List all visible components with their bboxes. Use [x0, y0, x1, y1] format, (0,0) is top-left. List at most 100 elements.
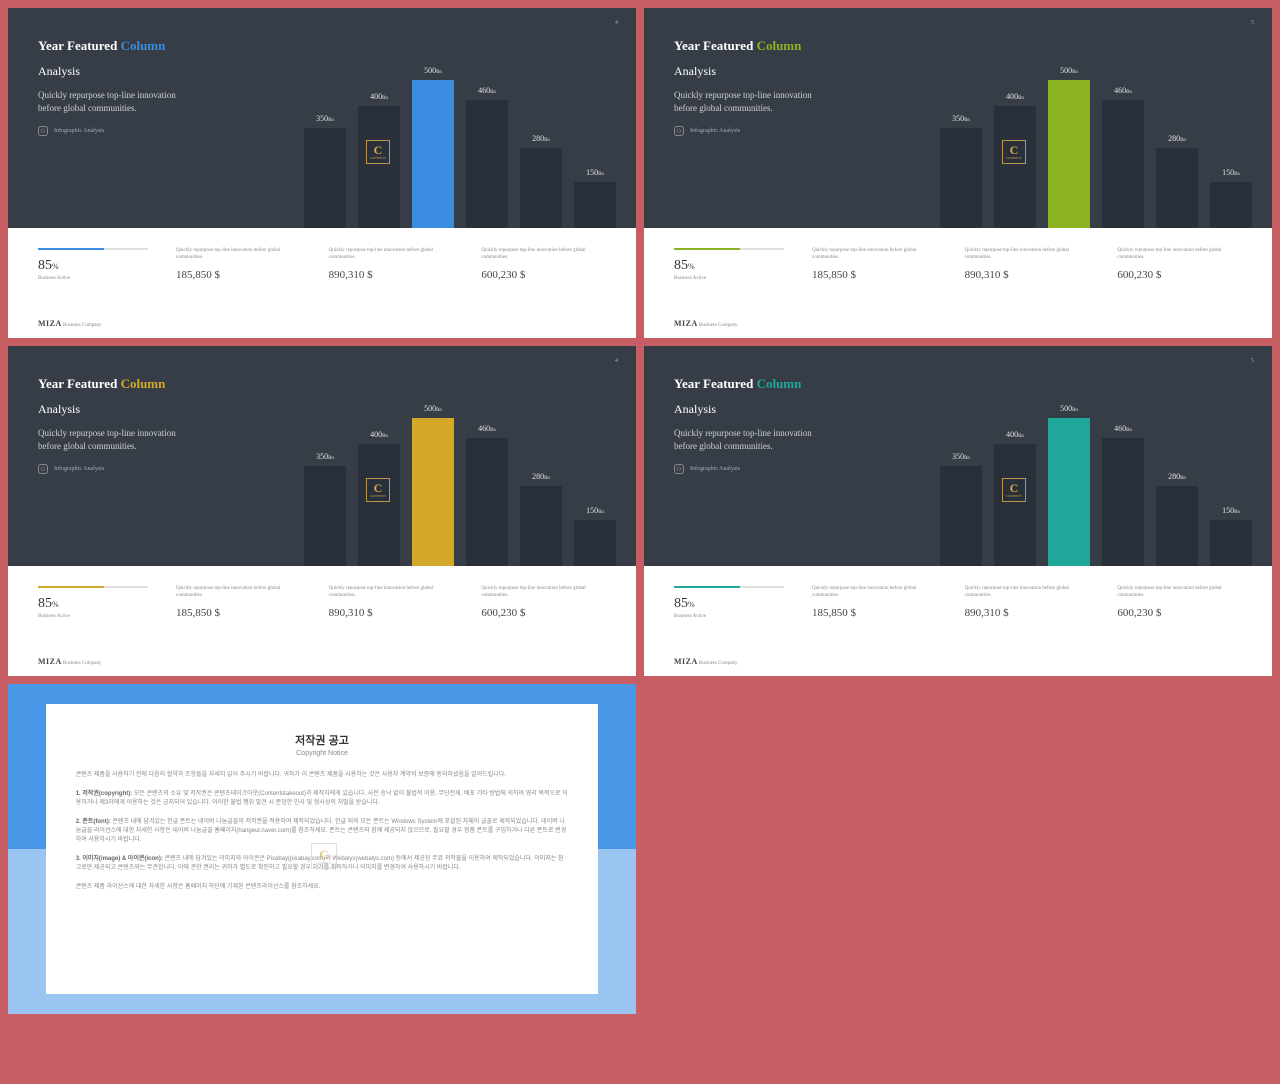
bar-label: 460Bn: [1114, 424, 1132, 433]
stat-column: Quickly repurpose top-line innovation be…: [481, 586, 606, 619]
stat-desc: Quickly repurpose top-line innovation be…: [176, 586, 301, 599]
slide-subtitle: Analysis: [38, 402, 616, 417]
bar-label: 500Bn: [424, 66, 442, 75]
stat-value: 890,310 $: [965, 607, 1090, 619]
stat-value: 890,310 $: [329, 269, 454, 281]
bar: [304, 128, 346, 228]
percent-block: 85%Business Active: [38, 586, 148, 619]
slide-description: Quickly repurpose top-line innovation be…: [674, 427, 814, 452]
bar-chart: 350Bn400Bn500Bn460Bn280Bn150BnCCONTENTS: [304, 418, 616, 566]
stat-column: Quickly repurpose top-line innovation be…: [965, 586, 1090, 619]
copyright-panel: 저작권 공고Copyright Notice콘텐츠 제품을 사용하기 전에 다음…: [46, 704, 599, 994]
stats-row: 85%Business ActiveQuickly repurpose top-…: [38, 248, 606, 281]
stat-column: Quickly repurpose top-line innovation be…: [329, 586, 454, 619]
chart-slide: 4Year Featured ColumnAnalysisQuickly rep…: [8, 8, 636, 338]
bar-wrap: 460Bn: [466, 100, 508, 228]
brand-badge: CCONTENTS: [366, 478, 390, 502]
bar-label: 350Bn: [316, 452, 334, 461]
bar-wrap: 350Bn: [304, 128, 346, 228]
slide-subtitle: Analysis: [674, 402, 1252, 417]
slide-title: Year Featured Column: [38, 376, 616, 392]
bar-wrap: 150Bn: [1210, 520, 1252, 566]
bar-label: 150Bn: [1222, 168, 1240, 177]
slide-description: Quickly repurpose top-line innovation be…: [674, 89, 814, 114]
bar-label: 400Bn: [370, 430, 388, 439]
bar-label: 150Bn: [1222, 506, 1240, 515]
stat-desc: Quickly repurpose top-line innovation be…: [1117, 586, 1242, 599]
slide-light-region: 85%Business ActiveQuickly repurpose top-…: [8, 228, 636, 338]
slide-number: 5: [1251, 358, 1254, 364]
bar-wrap: 500Bn: [1048, 80, 1090, 228]
stat-value: 890,310 $: [329, 607, 454, 619]
percent-label: Business Active: [38, 614, 148, 619]
stat-column: Quickly repurpose top-line innovation be…: [481, 248, 606, 281]
percent-value: 85%: [674, 258, 784, 274]
stat-column: Quickly repurpose top-line innovation be…: [1117, 586, 1242, 619]
bar: [574, 182, 616, 228]
stat-desc: Quickly repurpose top-line innovation be…: [329, 248, 454, 261]
stat-column: Quickly repurpose top-line innovation be…: [812, 586, 937, 619]
stat-column: Quickly repurpose top-line innovation be…: [812, 248, 937, 281]
bar: [304, 466, 346, 566]
stat-desc: Quickly repurpose top-line innovation be…: [812, 586, 937, 599]
chart-slide: 5 Year Featured Column Analysis Quickly rep…: [644, 346, 1272, 676]
bar-wrap: 460Bn: [1102, 100, 1144, 228]
brand-badge: CCONTENTS: [366, 140, 390, 164]
bar: [940, 128, 982, 228]
bar: [1102, 438, 1144, 566]
slide-dark-region: 5Year Featured ColumnAnalysisQuickly rep…: [644, 8, 1272, 228]
stats-row: 85%Business Active Quickly repurpose top-…: [674, 586, 1242, 619]
percent-label: Business Active: [38, 276, 148, 281]
info-label: Infographic Analysis: [54, 128, 104, 134]
slide-footer: MIZA Business Company: [674, 657, 738, 666]
stat-desc: Quickly repurpose top-line innovation be…: [481, 586, 606, 599]
bar: [520, 148, 562, 228]
stat-value: 890,310 $: [965, 269, 1090, 281]
slide-light-region: 85%Business Active Quickly repurpose top-…: [8, 566, 636, 676]
copyright-slide: 저작권 공고Copyright Notice콘텐츠 제품을 사용하기 전에 다음…: [8, 684, 636, 1014]
info-label: Infographic Analysis: [690, 128, 740, 134]
bar: [940, 466, 982, 566]
copyright-title: 저작권 공고: [76, 732, 569, 748]
slide-footer: MIZA Business Company: [38, 657, 102, 666]
bar-label: 150Bn: [586, 168, 604, 177]
bar: [358, 444, 400, 566]
chart-slide: 5Year Featured ColumnAnalysisQuickly rep…: [644, 8, 1272, 338]
slide-number: 4: [615, 358, 618, 364]
info-label: Infographic Analysis: [690, 466, 740, 472]
info-label: Infographic Analysis: [54, 466, 104, 472]
percent-block: 85%Business Active: [674, 586, 784, 619]
stat-value: 600,230 $: [1117, 269, 1242, 281]
stat-desc: Quickly repurpose top-line innovation be…: [812, 248, 937, 261]
stat-value: 185,850 $: [812, 269, 937, 281]
bar-label: 280Bn: [532, 472, 550, 481]
stat-value: 185,850 $: [812, 607, 937, 619]
stat-value: 600,230 $: [481, 269, 606, 281]
bar: [412, 418, 454, 566]
copyright-paragraph: 콘텐츠 제품을 사용하기 전에 다음의 협약과 조항들을 자세히 읽어 주시기 …: [76, 771, 569, 780]
slide-description: Quickly repurpose top-line innovation be…: [38, 89, 178, 114]
stat-column: Quickly repurpose top-line innovation be…: [329, 248, 454, 281]
stat-desc: Quickly repurpose top-line innovation be…: [965, 586, 1090, 599]
bar-wrap: 280Bn: [1156, 486, 1198, 566]
slide-footer: MIZA Business Company: [38, 319, 102, 328]
bar-label: 350Bn: [952, 114, 970, 123]
bar-chart: 350Bn400Bn500Bn460Bn280Bn150BnCCONTENTS: [304, 80, 616, 228]
brand-badge: CCONTENTS: [311, 843, 337, 869]
bar: [574, 520, 616, 566]
slide-dark-region: 5 Year Featured Column Analysis Quickly rep…: [644, 346, 1272, 566]
bar: [1102, 100, 1144, 228]
bar-wrap: 500Bn: [1048, 418, 1090, 566]
bar-label: 280Bn: [532, 134, 550, 143]
bar-label: 500Bn: [1060, 404, 1078, 413]
slide-dark-region: 4Year Featured ColumnAnalysisQuickly rep…: [8, 346, 636, 566]
slide-title: Year Featured Column: [674, 376, 1252, 392]
bar-label: 500Bn: [1060, 66, 1078, 75]
stat-column: Quickly repurpose top-line innovation be…: [176, 586, 301, 619]
brand-badge: CCONTENTS: [1002, 140, 1026, 164]
empty-cell: [644, 684, 1272, 1014]
people-icon: ⚇: [38, 126, 48, 136]
slide-light-region: 85%Business Active Quickly repurpose top-…: [644, 566, 1272, 676]
bar-wrap: 400Bn: [358, 444, 400, 566]
bar: [358, 106, 400, 228]
